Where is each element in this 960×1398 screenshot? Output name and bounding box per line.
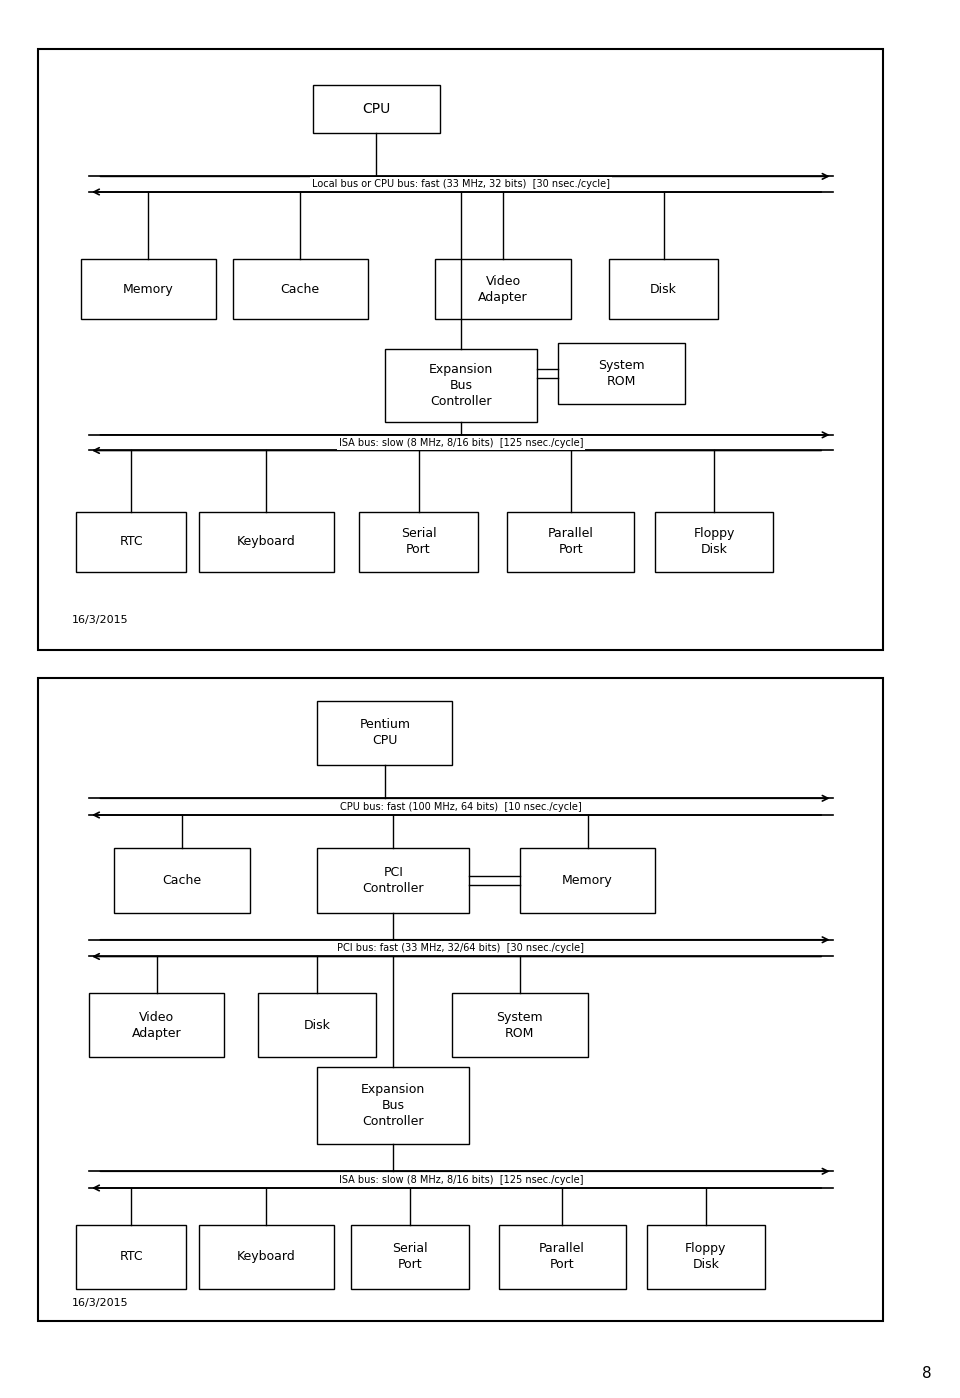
Text: 8: 8: [922, 1366, 931, 1381]
Text: RTC: RTC: [119, 535, 143, 548]
Text: 16/3/2015: 16/3/2015: [72, 615, 129, 625]
Text: Serial
Port: Serial Port: [400, 527, 437, 556]
Bar: [452, 993, 588, 1057]
Bar: [89, 993, 225, 1057]
Text: ISA bus: slow (8 MHz, 8/16 bits)  [125 nsec./cycle]: ISA bus: slow (8 MHz, 8/16 bits) [125 ns…: [339, 438, 583, 447]
Bar: [385, 350, 537, 422]
Text: Floppy
Disk: Floppy Disk: [685, 1243, 727, 1271]
Bar: [317, 849, 469, 913]
Bar: [558, 344, 684, 404]
Text: Disk: Disk: [303, 1019, 330, 1032]
Bar: [81, 260, 216, 320]
Bar: [258, 993, 376, 1057]
Text: Expansion
Bus
Controller: Expansion Bus Controller: [429, 363, 492, 408]
Text: Keyboard: Keyboard: [237, 535, 296, 548]
Bar: [655, 512, 774, 572]
Text: Pentium
CPU: Pentium CPU: [359, 719, 410, 747]
Text: CPU bus: fast (100 MHz, 64 bits)  [10 nsec./cycle]: CPU bus: fast (100 MHz, 64 bits) [10 nse…: [340, 801, 582, 812]
Text: Parallel
Port: Parallel Port: [548, 527, 593, 556]
Text: Serial
Port: Serial Port: [393, 1243, 428, 1271]
Bar: [436, 260, 570, 320]
Text: 16/3/2015: 16/3/2015: [72, 1299, 129, 1309]
Text: Memory: Memory: [123, 282, 174, 296]
Text: Cache: Cache: [280, 282, 320, 296]
Text: RTC: RTC: [119, 1250, 143, 1264]
Bar: [499, 1225, 626, 1289]
Bar: [507, 512, 634, 572]
Bar: [199, 512, 334, 572]
Text: Video
Adapter: Video Adapter: [132, 1011, 181, 1040]
Bar: [77, 512, 186, 572]
Text: Local bus or CPU bus: fast (33 MHz, 32 bits)  [30 nsec./cycle]: Local bus or CPU bus: fast (33 MHz, 32 b…: [312, 179, 610, 189]
Text: System
ROM: System ROM: [598, 359, 644, 389]
Bar: [609, 260, 718, 320]
Text: CPU: CPU: [362, 102, 391, 116]
Bar: [232, 260, 368, 320]
Text: PCI
Controller: PCI Controller: [363, 867, 424, 895]
Bar: [351, 1225, 469, 1289]
Text: PCI bus: fast (33 MHz, 32/64 bits)  [30 nsec./cycle]: PCI bus: fast (33 MHz, 32/64 bits) [30 n…: [337, 944, 585, 953]
Bar: [114, 849, 250, 913]
Text: Keyboard: Keyboard: [237, 1250, 296, 1264]
Text: Video
Adapter: Video Adapter: [478, 275, 528, 303]
Bar: [77, 1225, 186, 1289]
Bar: [313, 85, 440, 133]
Text: Memory: Memory: [563, 874, 612, 888]
Text: Expansion
Bus
Controller: Expansion Bus Controller: [361, 1083, 425, 1128]
Text: Disk: Disk: [650, 282, 677, 296]
Bar: [199, 1225, 334, 1289]
Text: Parallel
Port: Parallel Port: [540, 1243, 585, 1271]
Bar: [317, 700, 452, 765]
Bar: [647, 1225, 765, 1289]
Bar: [520, 849, 655, 913]
Text: ISA bus: slow (8 MHz, 8/16 bits)  [125 nsec./cycle]: ISA bus: slow (8 MHz, 8/16 bits) [125 ns…: [339, 1174, 583, 1184]
Text: Floppy
Disk: Floppy Disk: [693, 527, 735, 556]
Bar: [317, 1067, 469, 1144]
Text: System
ROM: System ROM: [496, 1011, 543, 1040]
Text: Cache: Cache: [162, 874, 202, 888]
Bar: [359, 512, 478, 572]
